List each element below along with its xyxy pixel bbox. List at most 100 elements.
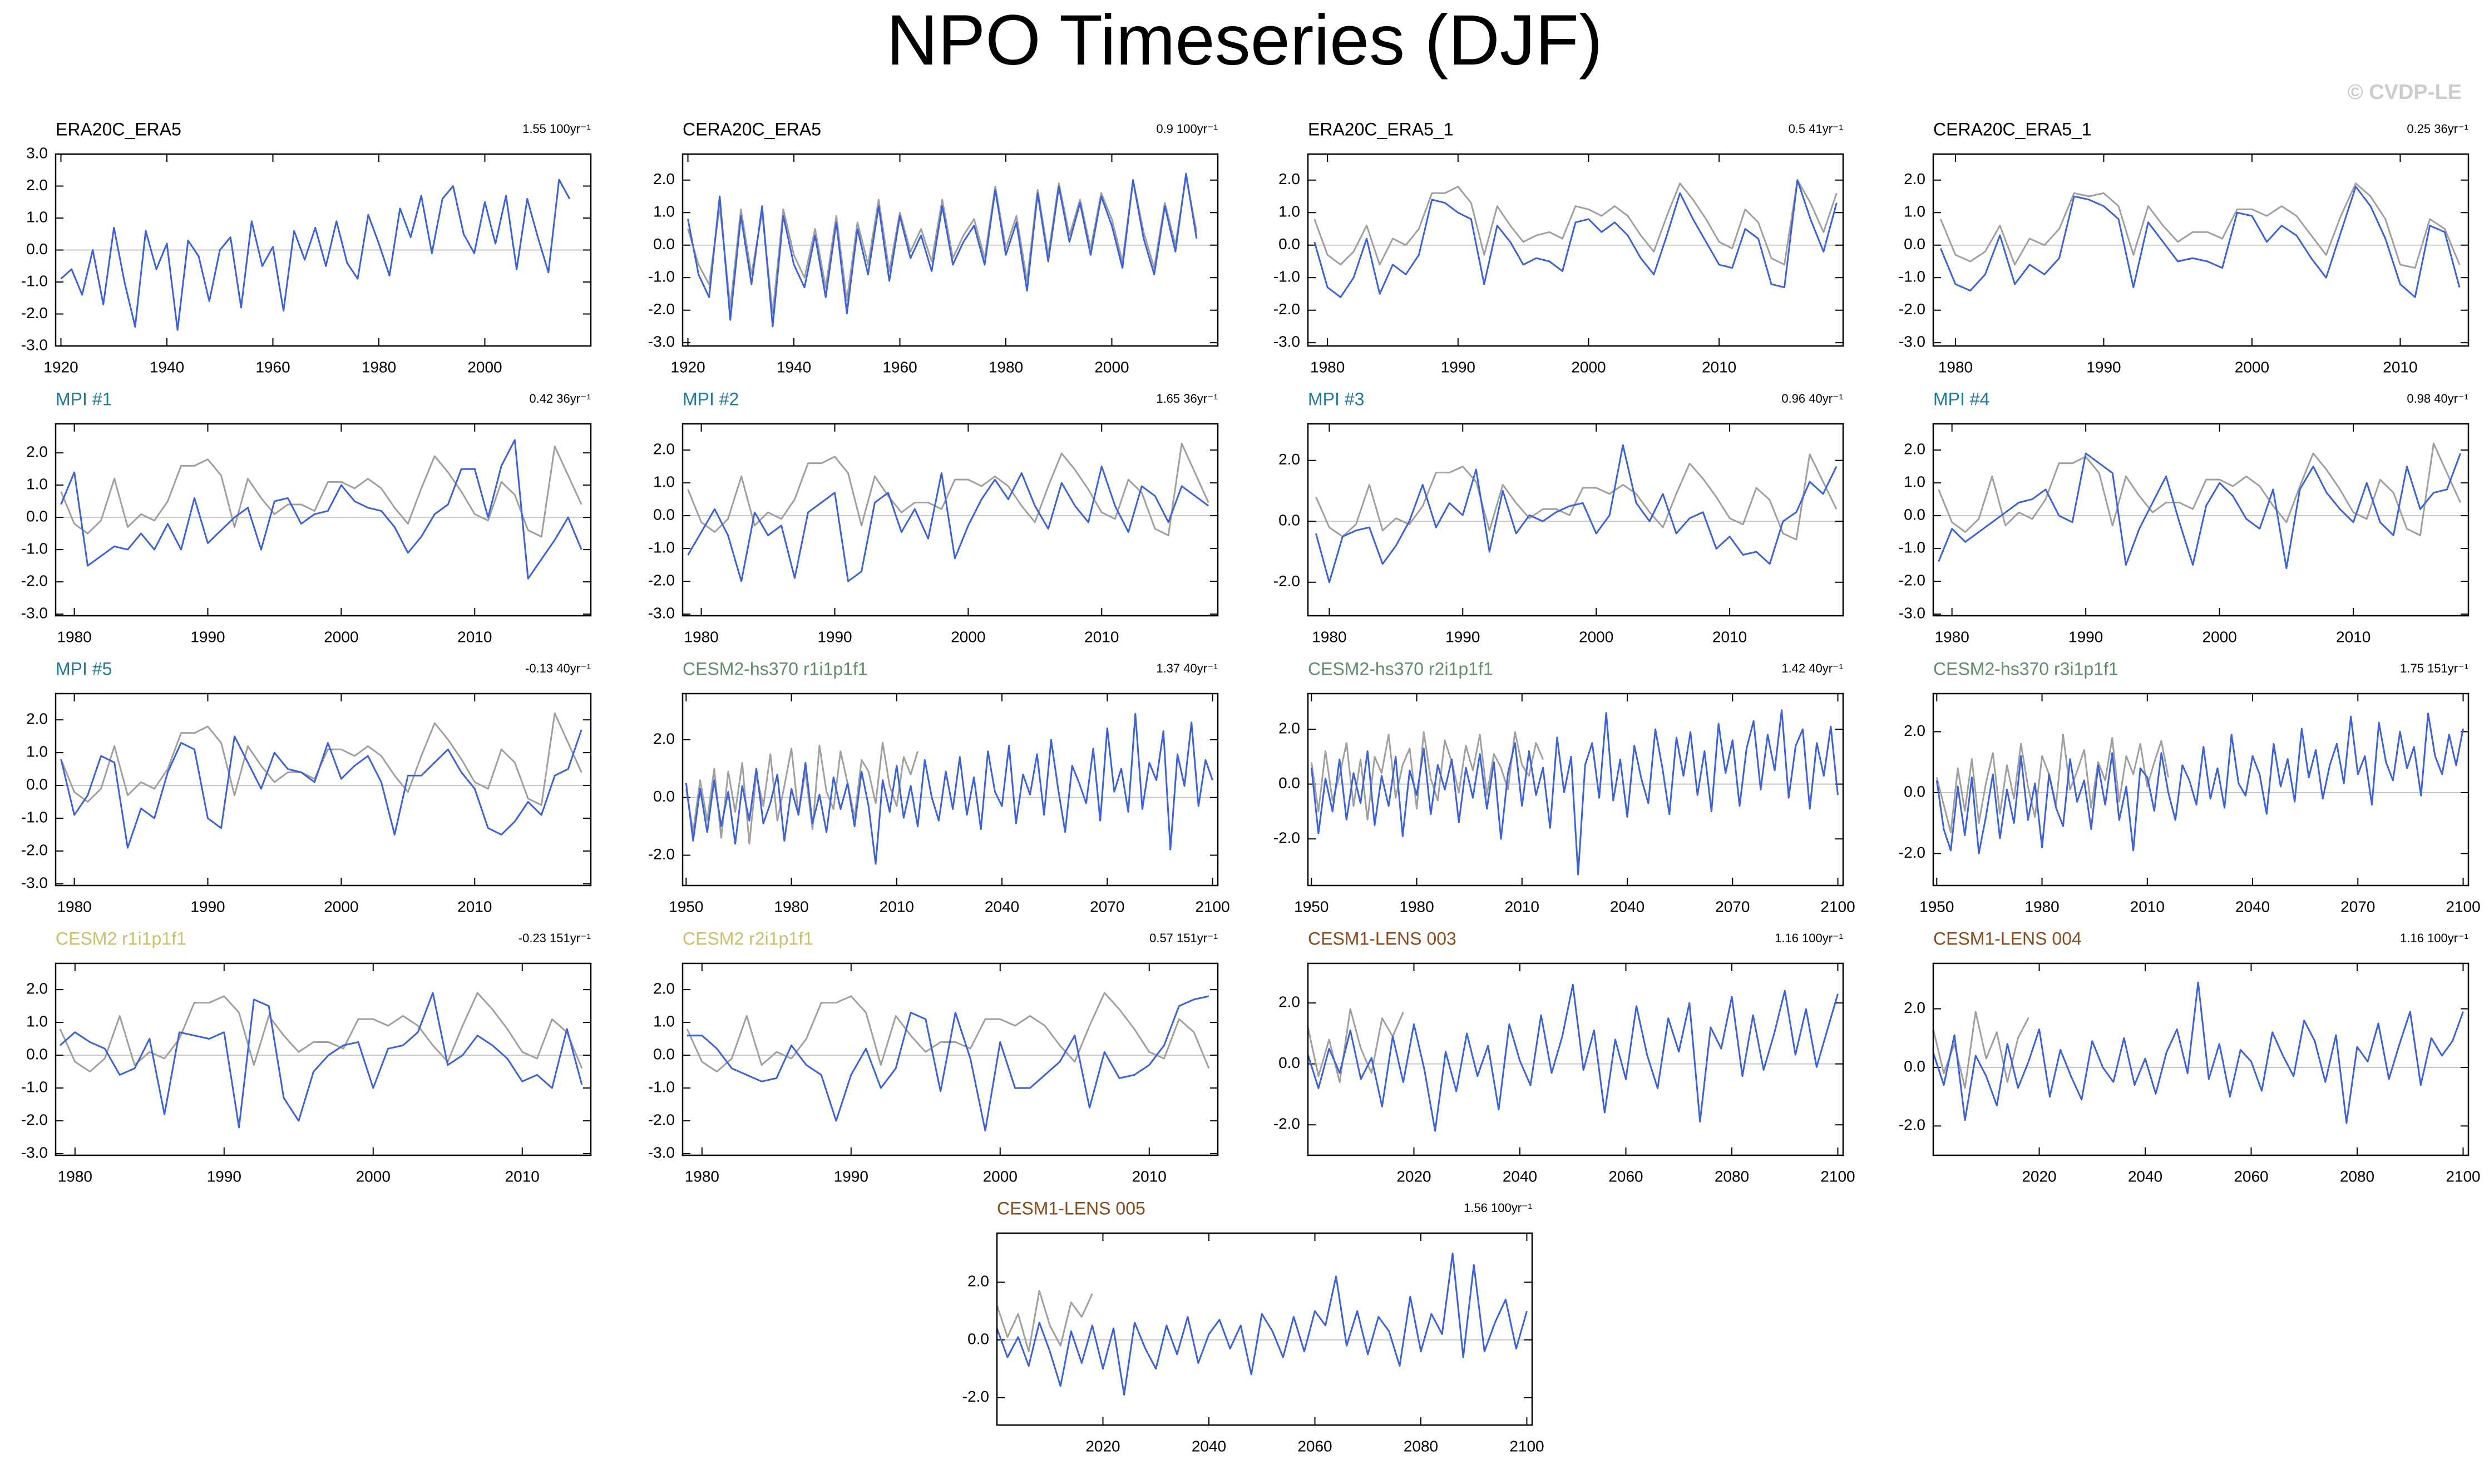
x-tick-label: 1980 [684,628,718,645]
x-tick-label: 2010 [2383,358,2417,375]
x-tick-label: 1990 [1441,358,1475,375]
y-tick-label: 1.0 [653,203,675,220]
trend-label: -0.23 151yr⁻¹ [518,931,591,945]
y-tick-label: 0.0 [26,776,48,793]
plot-frame [1932,153,2470,347]
plot-frame [681,153,1219,347]
x-tick-label: 2060 [1608,1168,1643,1185]
y-tick-label: 0.0 [26,240,48,258]
y-tick-label: 1.0 [653,473,675,491]
panel-title: MPI #1 [56,389,112,409]
trend-label: 0.96 40yr⁻¹ [1781,392,1843,405]
plot-frame [1307,692,1844,887]
x-tick-label: 2000 [467,358,502,375]
trend-label: 0.9 100yr⁻¹ [1156,122,1218,136]
x-tick-label: 2020 [2022,1168,2056,1185]
series-line [60,446,582,538]
y-tick-label: -2.0 [648,845,675,863]
series-line [1935,713,2464,854]
plot-frame [1307,423,1844,617]
x-tick-label: 2100 [2446,898,2480,915]
panel-title: ERA20C_ERA5 [56,119,181,139]
y-tick-label: 0.0 [1904,506,1925,523]
x-tick-label: 2080 [1715,1168,1749,1185]
series-line [686,992,1210,1073]
x-tick-label: 2070 [1715,898,1750,915]
y-tick-label: -2.0 [1273,300,1300,318]
series-line [687,176,1198,314]
y-tick-label: 2.0 [26,443,48,461]
y-tick-label: -1.0 [1273,268,1300,285]
y-tick-label: -3.0 [1273,333,1300,350]
x-tick-label: 1980 [2024,898,2059,915]
y-tick-label: -1.0 [1899,268,1925,285]
panel-title: CESM2-hs370 r3i1p1f1 [1933,659,2118,679]
series-line [1932,1011,2029,1089]
x-tick-label: 1960 [882,358,917,375]
plot-frame [1932,962,2470,1156]
series-line [1938,442,2461,536]
y-tick-label: -2.0 [962,1388,989,1405]
panel-title: CESM1-LENS 005 [997,1198,1145,1218]
trend-label: 0.57 151yr⁻¹ [1149,931,1218,945]
trend-label: 1.16 100yr⁻¹ [1775,931,1843,945]
x-tick-label: 1980 [58,1168,92,1185]
y-tick-label: -2.0 [1899,844,1925,861]
x-tick-label: 2010 [2130,898,2165,915]
x-tick-label: 2010 [880,898,914,915]
y-tick-label: 0.0 [1278,1054,1300,1071]
y-tick-label: -2.0 [21,1111,48,1128]
x-tick-label: 2000 [1094,358,1129,375]
y-tick-label: 2.0 [653,170,675,187]
x-tick-label: 1990 [2068,628,2103,645]
series-line [687,172,1198,328]
y-tick-label: -1.0 [21,1078,48,1095]
y-tick-label: -2.0 [1899,300,1925,318]
x-tick-label: 2100 [1195,898,1229,915]
plot-frame [1932,692,2470,887]
series-line [996,1252,1528,1396]
x-tick-label: 1980 [989,358,1023,375]
trend-label: -0.13 40yr⁻¹ [525,661,591,675]
series-line [1932,981,2464,1124]
figure-title: NPO Timeseries (DJF) [886,1,1602,80]
trend-label: 1.42 40yr⁻¹ [1781,661,1843,675]
series-line [1315,453,1838,541]
x-tick-label: 1980 [1399,898,1434,915]
series-line [687,995,1209,1132]
y-tick-label: -2.0 [1273,572,1300,590]
plot-frame [55,692,592,887]
y-tick-label: -1.0 [648,1078,675,1095]
credit: © CVDP-LE [2348,81,2462,104]
x-tick-label: 1990 [190,628,225,645]
y-tick-label: 2.0 [1904,722,1925,739]
trend-label: 1.56 100yr⁻¹ [1464,1201,1532,1215]
x-tick-label: 2010 [1505,898,1539,915]
y-tick-label: 2.0 [1904,999,1925,1016]
trend-label: 1.37 40yr⁻¹ [1156,661,1218,675]
panel-title: CERA20C_ERA5_1 [1933,119,2092,139]
y-tick-label: -3.0 [21,1144,48,1161]
x-tick-label: 2040 [2235,898,2270,915]
y-tick-label: 0.0 [653,788,675,805]
series-line [60,729,582,849]
x-tick-label: 2010 [1132,1168,1167,1185]
x-tick-label: 1980 [57,628,91,645]
series-line [1310,709,1839,875]
x-tick-label: 1980 [1935,628,1969,645]
x-tick-label: 1980 [362,358,396,375]
series-line [1939,182,2461,269]
x-tick-label: 2060 [1297,1437,1332,1455]
x-tick-label: 2000 [951,628,985,645]
x-tick-label: 2080 [1404,1437,1438,1455]
x-tick-label: 2070 [1090,898,1124,915]
y-tick-label: -3.0 [648,604,675,621]
x-tick-label: 1990 [817,628,852,645]
y-tick-label: 2.0 [26,980,48,997]
y-tick-label: -2.0 [1273,1115,1300,1132]
x-tick-label: 2000 [983,1168,1018,1185]
x-tick-label: 1990 [2086,358,2121,375]
y-tick-label: 2.0 [653,441,675,458]
trend-label: 1.16 100yr⁻¹ [2400,931,2468,945]
y-tick-label: 0.0 [1278,235,1300,253]
